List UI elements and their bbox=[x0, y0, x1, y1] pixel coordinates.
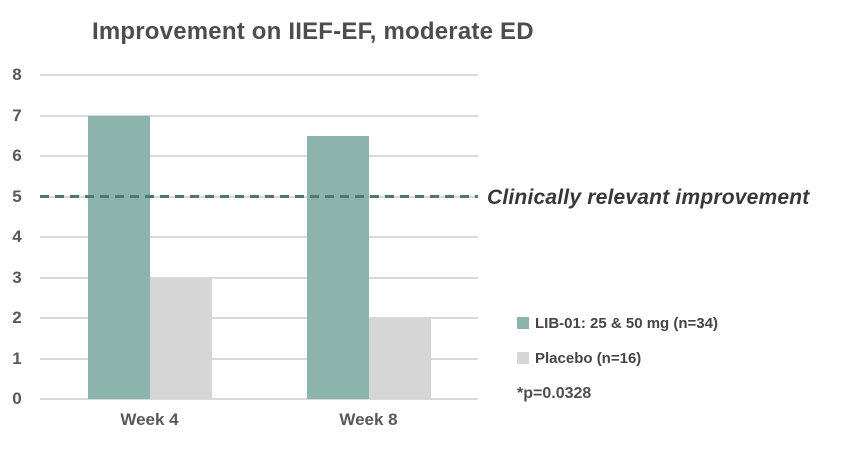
gridline bbox=[40, 114, 478, 117]
gridline bbox=[40, 74, 478, 76]
legend-item-lib01: LIB-01: 25 & 50 mg (n=34) bbox=[517, 314, 837, 332]
y-tick-label: 0 bbox=[12, 389, 22, 408]
y-tick-label: 5 bbox=[12, 186, 22, 206]
bar-week4-series0 bbox=[87, 115, 150, 399]
reference-line-label: Clinically relevant improvement bbox=[487, 186, 810, 209]
y-tick-label: 1 bbox=[12, 348, 22, 368]
y-tick-label: 3 bbox=[12, 267, 22, 287]
p-value-note: *p=0.0328 bbox=[517, 385, 592, 402]
y-tick-label: 8 bbox=[12, 65, 22, 84]
chart-title: Improvement on IIEF-EF, moderate ED bbox=[92, 18, 534, 45]
lib01-swatch-icon bbox=[517, 317, 529, 329]
gridline bbox=[40, 357, 478, 360]
placebo-swatch-icon bbox=[517, 352, 529, 364]
bar-week4-series1 bbox=[149, 277, 212, 399]
legend-item-placebo: Placebo (n=16) bbox=[517, 349, 837, 367]
bar-week8-series0 bbox=[306, 135, 369, 399]
gridline bbox=[40, 398, 478, 400]
x-tick-label: Week 8 bbox=[339, 410, 398, 429]
y-tick-label: 4 bbox=[12, 227, 22, 246]
bar-week8-series1 bbox=[368, 318, 431, 399]
legend: LIB-01: 25 & 50 mg (n=34) Placebo (n=16)… bbox=[517, 315, 837, 403]
legend-label-lib01: LIB-01: 25 & 50 mg (n=34) bbox=[535, 314, 718, 332]
reference-line bbox=[40, 195, 478, 198]
gridline bbox=[40, 276, 478, 279]
y-tick-label: 7 bbox=[12, 105, 22, 125]
legend-label-placebo: Placebo (n=16) bbox=[535, 349, 642, 367]
x-tick-label: Week 4 bbox=[120, 410, 179, 429]
plot-area bbox=[40, 74, 478, 400]
y-tick-label: 6 bbox=[12, 146, 22, 165]
y-tick-label: 2 bbox=[12, 308, 22, 327]
gridline bbox=[40, 236, 478, 238]
gridline bbox=[40, 155, 478, 157]
gridline bbox=[40, 317, 478, 319]
